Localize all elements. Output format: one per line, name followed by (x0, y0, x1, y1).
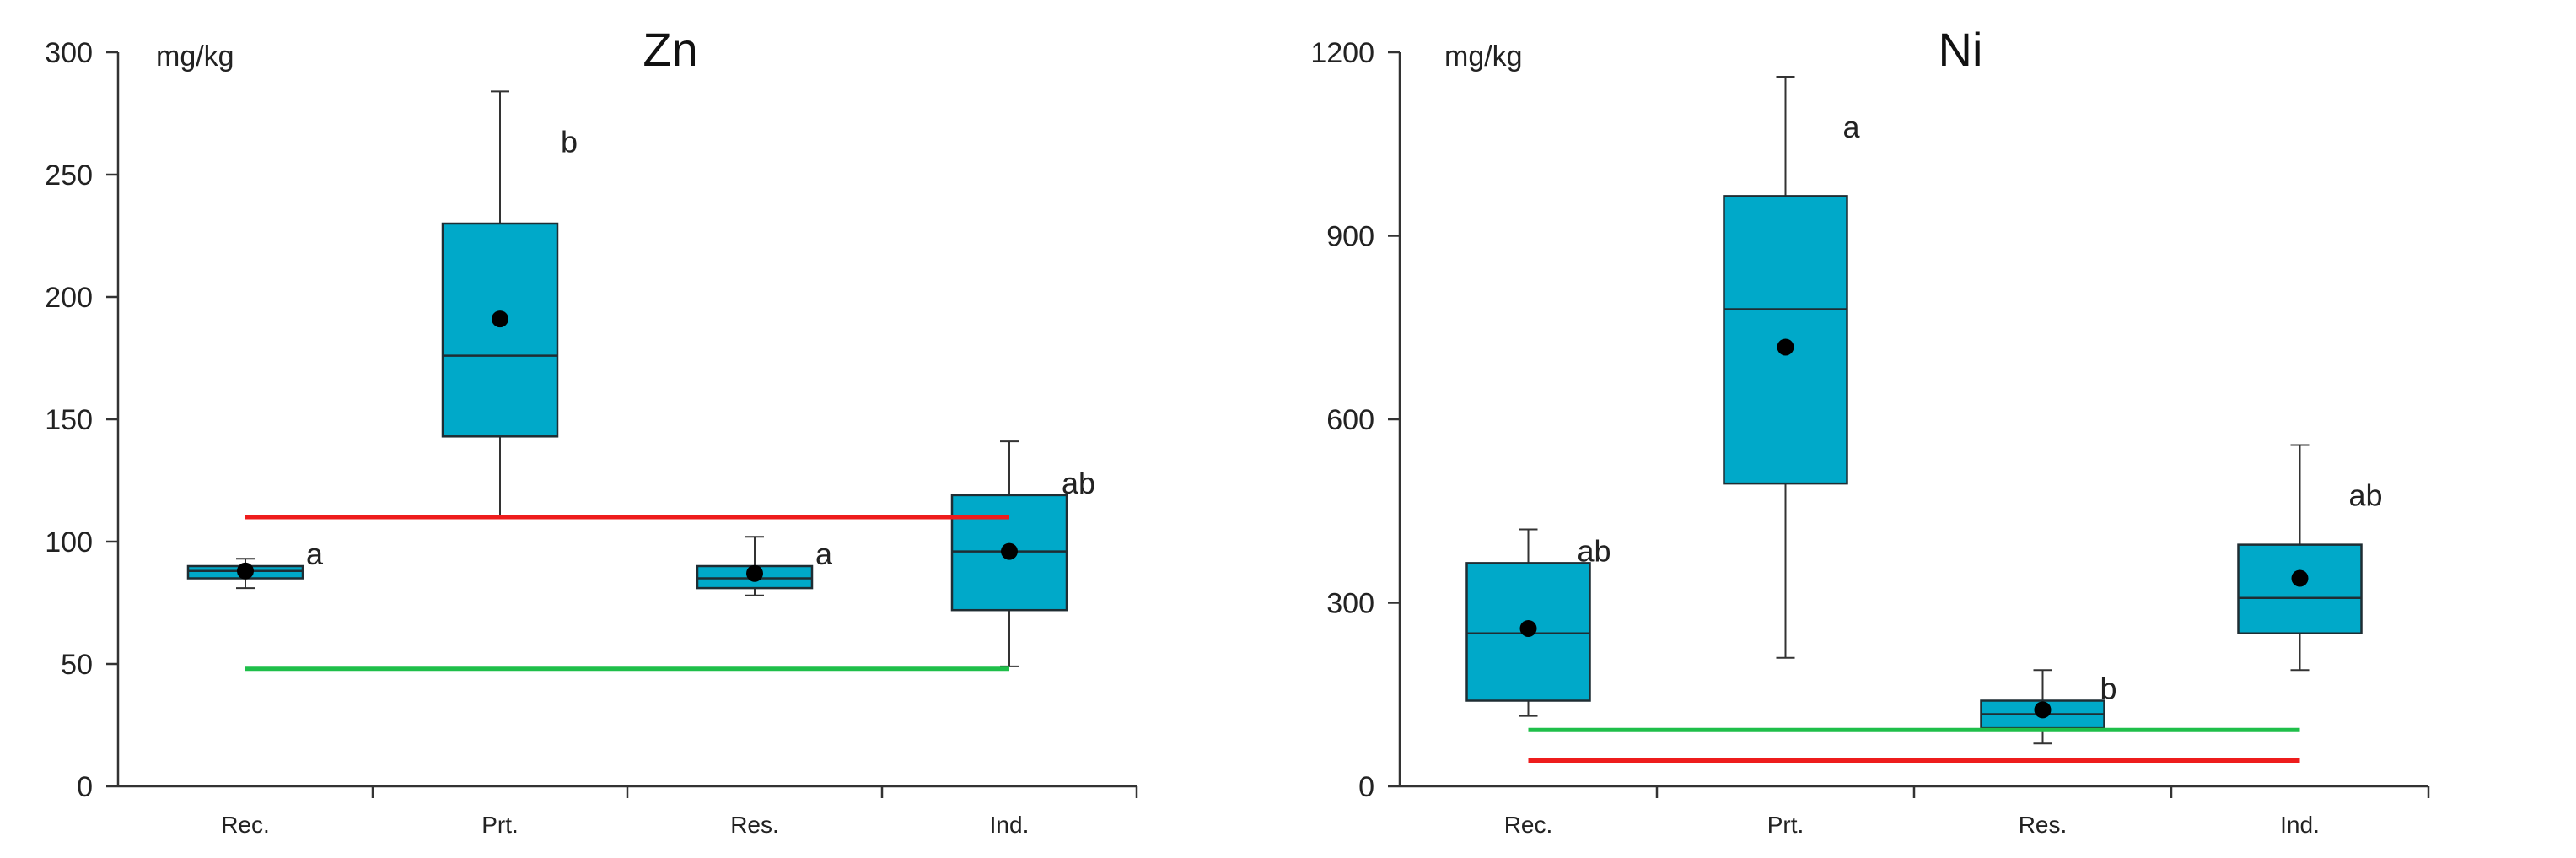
mean-marker (237, 562, 254, 580)
box-prt: a (1723, 76, 1860, 659)
x-tick-label: Rec. (1504, 812, 1553, 838)
significance-letter: ab (1062, 466, 1095, 500)
significance-letter: ab (2348, 478, 2382, 512)
x-tick-label: Ind. (990, 812, 1030, 838)
x-tick-label: Rec. (221, 812, 270, 838)
chart-zn: 0 50 100 150 200 250 300 Rec. Prt. Res. Ind. Zn mg/k… (45, 23, 1138, 838)
y-tick-label: 900 (1326, 221, 1374, 253)
chart-title: Ni (1939, 23, 1983, 76)
mean-marker (1777, 338, 1794, 356)
x-tick-label: Res. (2019, 812, 2068, 838)
box-iqr (441, 222, 559, 438)
significance-letter: a (306, 537, 324, 571)
y-tick-label: 50 (61, 649, 93, 681)
significance-letter: ab (1577, 533, 1611, 568)
significance-letter: a (815, 537, 833, 571)
box-res: b (1980, 669, 2117, 745)
box-res: a (696, 536, 833, 596)
mean-marker (1001, 542, 1018, 560)
y-tick-label: 150 (45, 404, 93, 436)
mean-marker (1519, 619, 1537, 637)
x-tick-label: Ind. (2280, 812, 2320, 838)
y-tick-label: 200 (45, 282, 93, 314)
box-rec: a (186, 537, 324, 590)
box-ind: ab (950, 440, 1095, 667)
y-tick-label: 300 (45, 37, 93, 69)
y-tick-label: 0 (77, 771, 93, 803)
x-tick-label: Prt. (1767, 812, 1804, 838)
unit-label: mg/kg (1444, 40, 1523, 73)
y-tick-label: 250 (45, 159, 93, 192)
box-ind: ab (2237, 444, 2383, 672)
chart-title: Zn (643, 23, 697, 76)
mean-marker (746, 564, 763, 582)
mean-marker (2034, 701, 2052, 719)
box-rec: ab (1465, 528, 1611, 717)
y-tick-label: 1200 (1310, 37, 1374, 69)
significance-letter: a (1842, 110, 1860, 144)
significance-letter: b (561, 124, 578, 159)
y-tick-label: 100 (45, 526, 93, 559)
y-tick-label: 300 (1326, 588, 1374, 620)
y-tick-label: 600 (1326, 404, 1374, 436)
mean-marker (2291, 569, 2309, 587)
y-tick-label: 0 (1358, 771, 1374, 803)
unit-label: mg/kg (156, 40, 234, 73)
significance-letter: b (2100, 672, 2116, 706)
box-prt: b (441, 90, 578, 518)
x-tick-label: Res. (730, 812, 779, 838)
box-iqr (2237, 543, 2363, 634)
mean-marker (492, 310, 508, 328)
x-tick-label: Prt. (481, 812, 519, 838)
